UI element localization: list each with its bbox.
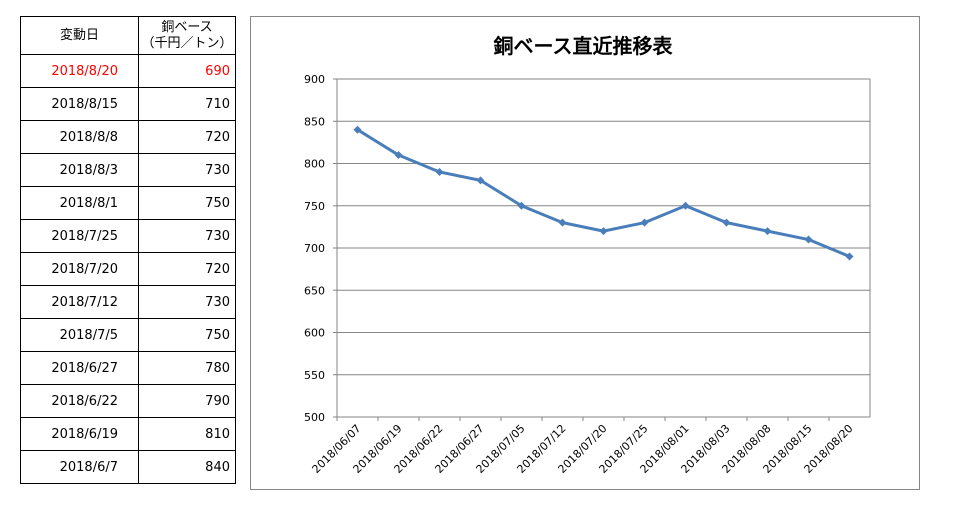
- table-header-row: 変動日 銅ベース （千円／トン）: [20, 16, 236, 55]
- y-tick-label: 750: [304, 200, 325, 213]
- y-tick-label: 600: [304, 327, 325, 340]
- table-row: 2018/6/27 780: [20, 351, 236, 385]
- data-point: [517, 201, 526, 210]
- data-point: [435, 167, 444, 176]
- chart-svg: 銅ベース直近推移表 500 550 600 650 700 750 800 850 900 20…: [304, 34, 871, 476]
- table-row: 2018/6/22 790: [20, 384, 236, 418]
- y-tick-label: 650: [304, 284, 325, 297]
- row-date: 2018/8/15: [20, 87, 139, 121]
- header-price: 銅ベース （千円／トン）: [138, 16, 236, 55]
- data-point: [681, 201, 690, 210]
- table-row: 2018/8/8 720: [20, 120, 236, 154]
- row-price: 810: [138, 417, 236, 451]
- row-date: 2018/7/5: [20, 318, 139, 352]
- data-point: [804, 235, 813, 244]
- series-layer: [353, 125, 854, 261]
- y-tick-label: 900: [304, 73, 325, 86]
- data-point: [394, 151, 403, 160]
- row-date: 2018/7/12: [20, 285, 139, 319]
- row-price: 790: [138, 384, 236, 418]
- row-price: 730: [138, 153, 236, 187]
- y-tick-label: 850: [304, 115, 325, 128]
- header-price-line2: （千円／トン）: [141, 35, 233, 51]
- x-axis-ticks: 2018/06/072018/06/192018/06/222018/06/27…: [310, 417, 856, 476]
- data-point: [353, 125, 362, 134]
- chart-title: 銅ベース直近推移表: [494, 34, 674, 58]
- data-point: [599, 227, 608, 236]
- row-price: 750: [138, 186, 236, 220]
- data-point: [558, 218, 567, 227]
- y-tick-label: 700: [304, 242, 325, 255]
- row-price: 730: [138, 219, 236, 253]
- table-row: 2018/6/7 840: [20, 450, 236, 484]
- row-price: 840: [138, 450, 236, 484]
- y-tick-label: 550: [304, 369, 325, 382]
- table-row: 2018/7/12 730: [20, 285, 236, 319]
- row-date: 2018/8/1: [20, 186, 139, 220]
- grid-layer: [337, 78, 870, 418]
- row-price: 730: [138, 285, 236, 319]
- price-chart: 銅ベース直近推移表 500 550 600 650 700 750 800 850 900 20…: [250, 16, 920, 490]
- table-row: 2018/8/1 750: [20, 186, 236, 220]
- data-point: [845, 252, 854, 261]
- table-row: 2018/8/20 690: [20, 54, 236, 88]
- row-price: 720: [138, 120, 236, 154]
- row-date: 2018/7/25: [20, 219, 139, 253]
- data-point: [640, 218, 649, 227]
- y-axis-ticks: 500 550 600 650 700 750 800 850 900: [304, 73, 337, 424]
- row-date: 2018/6/7: [20, 450, 139, 484]
- row-price: 710: [138, 87, 236, 121]
- row-date: 2018/8/20: [20, 54, 139, 88]
- table-row: 2018/6/19 810: [20, 417, 236, 451]
- price-table: 変動日 銅ベース （千円／トン） 2018/8/20 690 2018/8/15 71…: [20, 16, 236, 484]
- table-row: 2018/8/3 730: [20, 153, 236, 187]
- row-date: 2018/8/8: [20, 120, 139, 154]
- row-date: 2018/6/19: [20, 417, 139, 451]
- row-date: 2018/8/3: [20, 153, 139, 187]
- header-price-line1: 銅ベース: [161, 19, 213, 35]
- row-date: 2018/6/22: [20, 384, 139, 418]
- data-point: [722, 218, 731, 227]
- row-price: 780: [138, 351, 236, 385]
- table-row: 2018/7/25 730: [20, 219, 236, 253]
- data-point: [763, 227, 772, 236]
- header-date: 変動日: [20, 16, 139, 55]
- table-row: 2018/7/5 750: [20, 318, 236, 352]
- y-tick-label: 800: [304, 158, 325, 171]
- row-date: 2018/6/27: [20, 351, 139, 385]
- row-date: 2018/7/20: [20, 252, 139, 286]
- row-price: 720: [138, 252, 236, 286]
- y-tick-label: 500: [304, 411, 325, 424]
- row-price: 690: [138, 54, 236, 88]
- table-row: 2018/8/15 710: [20, 87, 236, 121]
- table-row: 2018/7/20 720: [20, 252, 236, 286]
- data-point: [476, 176, 485, 185]
- series-line: [356, 128, 851, 258]
- row-price: 750: [138, 318, 236, 352]
